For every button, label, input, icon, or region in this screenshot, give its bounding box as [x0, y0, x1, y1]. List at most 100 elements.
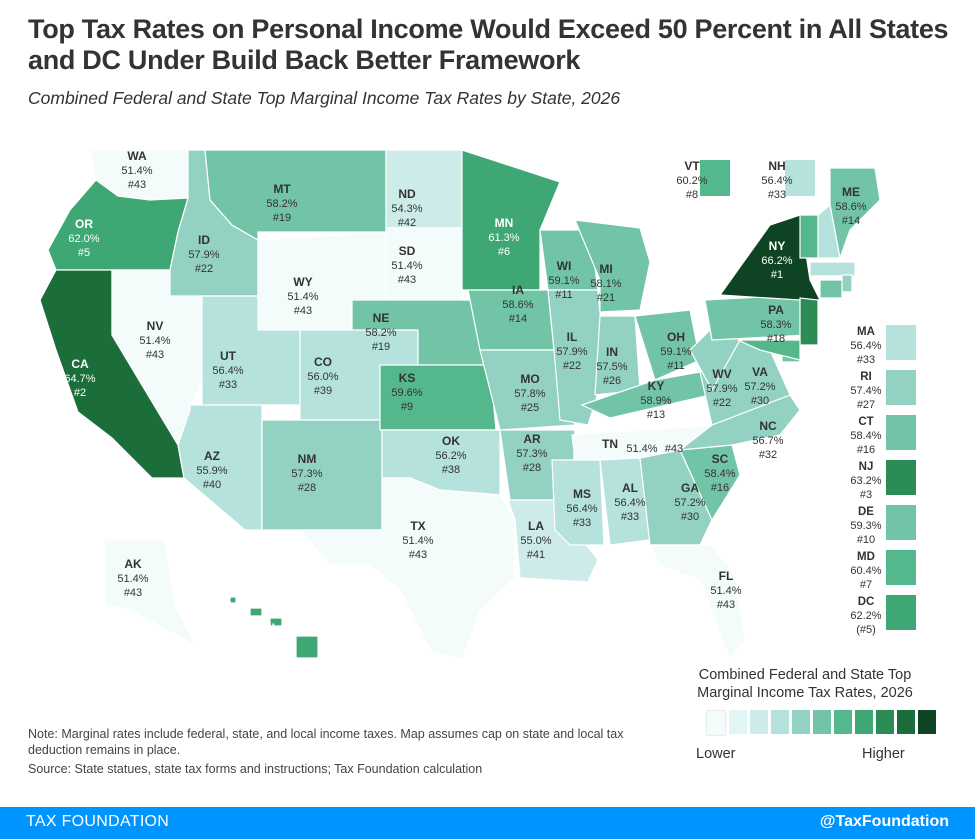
state-rate-in: 57.5% — [596, 361, 627, 373]
state-abbr-wa: WA — [127, 149, 147, 163]
state-shape-ri[interactable] — [841, 274, 853, 293]
state-shape-pa[interactable] — [704, 294, 809, 341]
legend-swatch-8 — [876, 710, 894, 734]
state-rank-tx: #43 — [409, 549, 427, 561]
state-rate-ne: 58.2% — [365, 327, 396, 339]
callout-swatch-vt — [700, 160, 730, 196]
state-shape-fl[interactable] — [649, 544, 746, 662]
side-abbr-ma: MA — [857, 326, 875, 338]
state-abbr-nc: NC — [759, 419, 777, 433]
state-rate-il: 57.9% — [556, 346, 587, 358]
state-rank-mn: #6 — [498, 246, 510, 258]
state-abbr-ar: AR — [523, 432, 541, 446]
legend-swatch-3 — [771, 710, 789, 734]
legend-swatch-6 — [834, 710, 852, 734]
state-abbr-ny: NY — [769, 239, 786, 253]
state-abbr-ak: AK — [124, 557, 142, 571]
state-rate-fl: 51.4% — [710, 585, 741, 597]
side-swatch-ct — [886, 415, 916, 450]
side-rate-ct: 58.4% — [850, 430, 881, 442]
state-rank-mt: #19 — [273, 212, 291, 224]
state-shape-ma[interactable] — [809, 261, 856, 277]
state-rate-ar: 57.3% — [516, 448, 547, 460]
state-rate-az: 55.9% — [196, 465, 227, 477]
legend-swatch-0 — [706, 710, 726, 736]
state-shape-md[interactable] — [737, 339, 801, 361]
state-shape-ak[interactable] — [104, 539, 197, 647]
state-rate-or: 62.0% — [68, 233, 99, 245]
state-rank-wa: #43 — [128, 179, 146, 191]
state-rate-ok: 56.2% — [435, 450, 466, 462]
state-shape-ct[interactable] — [819, 279, 843, 299]
footer-handle[interactable]: @TaxFoundation — [819, 813, 949, 830]
state-rank-mo: #25 — [521, 402, 539, 414]
state-rate-nv: 51.4% — [139, 335, 170, 347]
state-shape-mn[interactable] — [461, 149, 561, 291]
state-rate-nm: 57.3% — [291, 468, 322, 480]
state-shape-mi[interactable] — [574, 219, 651, 313]
state-shape-ga[interactable] — [639, 449, 713, 546]
state-abbr-wv: WV — [712, 367, 731, 381]
state-rate-ak: 51.4% — [117, 573, 148, 585]
state-abbr-me: ME — [842, 185, 860, 199]
side-swatch-de — [886, 505, 916, 540]
side-rate-dc: 62.2% — [850, 610, 881, 622]
callout-swatch-nh — [785, 160, 815, 196]
state-labels: WA 51.4% #43 OR 62.0% #5 CA 64.7% #2 NV 51.4% #43 ID… — [64, 149, 916, 663]
side-swatch-ma — [886, 325, 916, 360]
state-abbr-mt: MT — [273, 182, 291, 196]
side-swatch-ri — [886, 370, 916, 405]
side-rank-ct: #16 — [857, 444, 875, 456]
state-abbr-ks: KS — [399, 371, 416, 385]
state-rate-nd: 54.3% — [391, 203, 422, 215]
legend-swatch-2 — [750, 710, 768, 734]
state-rate-va: 57.2% — [744, 381, 775, 393]
state-rate-ms: 56.4% — [566, 503, 597, 515]
side-rate-nj: 63.2% — [850, 475, 881, 487]
side-rank-ri: #27 — [857, 399, 875, 411]
state-shape-il[interactable] — [547, 289, 606, 426]
legend-swatch-7 — [855, 710, 873, 734]
side-rate-md: 60.4% — [850, 565, 881, 577]
state-rank-ms: #33 — [573, 517, 591, 529]
state-shape-hi[interactable] — [229, 596, 319, 659]
state-rate-ga: 57.2% — [674, 497, 705, 509]
state-shape-tx[interactable] — [298, 477, 516, 661]
state-rank-fl: #43 — [717, 599, 735, 611]
state-rank-ak: #43 — [124, 587, 142, 599]
state-rate-ny: 66.2% — [761, 255, 792, 267]
state-shape-nj[interactable] — [799, 297, 819, 346]
state-shape-nh[interactable] — [817, 203, 841, 259]
state-rank-la: #41 — [527, 549, 545, 561]
state-rate-pa: 58.3% — [760, 319, 791, 331]
state-rank-il: #22 — [563, 360, 581, 372]
state-rank-oh: #11 — [667, 360, 685, 372]
state-abbr-mn: MN — [495, 216, 514, 230]
state-abbr-ia: IA — [512, 283, 524, 297]
map-title: Top Tax Rates on Personal Income Would E… — [28, 14, 949, 75]
state-rank-ky: #13 — [647, 409, 665, 421]
state-rate-wy: 51.4% — [287, 291, 318, 303]
state-rank-nc: #32 — [759, 449, 777, 461]
legend-title: Combined Federal and State Top Marginal … — [680, 666, 930, 702]
state-abbr-nv: NV — [147, 319, 164, 333]
source-text: Source: State statues, state tax forms a… — [28, 762, 483, 776]
state-abbr-nd: ND — [398, 187, 416, 201]
footer-bar: TAX FOUNDATION @TaxFoundation — [0, 807, 975, 839]
state-rank-nd: #42 — [398, 217, 416, 229]
state-rank-va: #30 — [751, 395, 769, 407]
state-shape-ms[interactable] — [551, 459, 605, 546]
state-rank-ok: #38 — [442, 464, 460, 476]
state-rate-sc: 58.4% — [704, 468, 735, 480]
callout-rank-nh: #33 — [768, 189, 786, 201]
legend-low-label: Lower — [696, 746, 736, 762]
state-rank-sd: #43 — [398, 274, 416, 286]
state-rank-mi: #21 — [597, 292, 615, 304]
state-shape-vt[interactable] — [799, 214, 819, 259]
state-rank-wv: #22 — [713, 397, 731, 409]
state-rate-tx: 51.4% — [402, 535, 433, 547]
state-abbr-sc: SC — [712, 452, 729, 466]
side-abbr-de: DE — [858, 506, 874, 518]
state-shape-mo[interactable] — [479, 349, 576, 431]
